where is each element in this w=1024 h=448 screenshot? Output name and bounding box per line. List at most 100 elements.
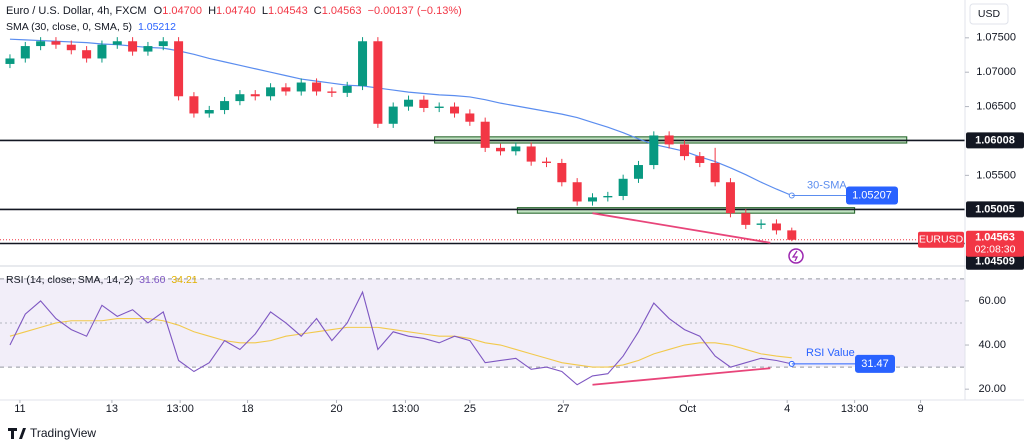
level-label-bg: [966, 201, 1024, 218]
ohlc-value: 1.04543: [268, 5, 308, 17]
plot-area: [0, 37, 965, 386]
ohlc-value: 1.04700: [162, 5, 202, 17]
candle-body: [281, 87, 291, 92]
x-tick-label: 13:00: [841, 403, 869, 415]
candle-body: [572, 182, 582, 202]
footer-text: TradingView: [30, 426, 96, 440]
sma-line: [9, 38, 793, 197]
ohlc-key: L: [262, 5, 268, 17]
y-tick-label: 1.06500: [976, 100, 1016, 112]
x-tick-label: 20: [330, 403, 342, 415]
candle-body: [312, 82, 322, 92]
candle-body: [587, 197, 597, 202]
candle-body: [296, 82, 306, 92]
rsi-name: RSI (14, close, SMA, 14, 2): [6, 274, 133, 286]
ohlc-value: 1.04563: [322, 5, 362, 17]
candle-body: [82, 50, 92, 59]
y-tick-label: 1.07500: [976, 32, 1016, 44]
candle-body: [235, 94, 245, 102]
candle-body: [266, 87, 276, 97]
candle-body: [542, 161, 552, 163]
candle-body: [526, 146, 536, 162]
candle-body: [404, 99, 414, 107]
candle-body: [143, 46, 153, 52]
candle-body: [695, 156, 705, 163]
candle-body: [388, 106, 398, 124]
sma-annotation: 30-SMA: [807, 179, 847, 191]
candle-body: [158, 41, 168, 47]
candle-body: [480, 121, 490, 148]
rsi-legend: RSI (14, close, SMA, 14, 2) 31.60 34.21: [6, 274, 198, 286]
candle-body: [36, 41, 46, 47]
ohlc-key: O: [154, 5, 163, 17]
candle-body: [204, 110, 214, 114]
sma-name: SMA (30, close, 0, SMA, 5): [6, 21, 132, 33]
logo-mark: [8, 428, 26, 439]
candle-body: [710, 162, 720, 183]
symbol-badge-bg: [918, 231, 964, 248]
x-tick-label: 25: [464, 403, 476, 415]
rsi-annotation: RSI Value: [806, 347, 855, 359]
candle-body: [771, 223, 781, 231]
y-tick-label: 60.00: [978, 295, 1006, 307]
trendline: [592, 212, 771, 244]
currency-button[interactable]: [969, 3, 1009, 25]
candle-body: [649, 135, 659, 166]
candle-body: [97, 44, 107, 59]
last-price: 1.04563: [975, 232, 1015, 244]
footer-logo: TradingView: [8, 426, 96, 440]
x-tick-label: 13: [106, 403, 118, 415]
rsi-value: 31.60: [139, 274, 165, 286]
ohlc-key: H: [208, 5, 216, 17]
candle-body: [633, 165, 643, 179]
candle-body: [189, 96, 199, 114]
candle-body: [327, 91, 337, 93]
trendline: [592, 367, 771, 386]
candle-body: [220, 101, 230, 111]
level-label: 1.04509: [975, 256, 1015, 268]
candle-body: [450, 106, 460, 114]
rsi-line: [9, 290, 792, 386]
candle-body: [174, 41, 184, 97]
symbol-badge: EURUSD: [919, 234, 964, 246]
rsi-box-value: 31.47: [861, 358, 889, 370]
candle-body: [496, 147, 506, 152]
x-tick-label: 11: [14, 403, 25, 415]
candle-body: [5, 58, 15, 64]
last-price-bg: [966, 230, 1024, 257]
level-label-bg: [966, 132, 1024, 149]
x-tick-label: 13:00: [166, 403, 194, 415]
candle-body: [756, 223, 766, 225]
rsi-line: [9, 318, 792, 368]
x-tick-label: Oct: [679, 403, 696, 415]
candle-body: [434, 106, 444, 108]
alert-icon[interactable]: [788, 248, 804, 264]
candle-body: [128, 41, 138, 52]
candle-body: [787, 230, 797, 240]
ohlc-key: C: [314, 5, 322, 17]
candle-body: [66, 44, 76, 51]
candle-body: [112, 41, 122, 45]
currency[interactable]: USD: [978, 8, 1001, 20]
level-label-bg: [966, 253, 1024, 270]
candle-body: [419, 99, 429, 108]
x-tick-label: 13:00: [392, 403, 420, 415]
y-tick-label: 1.05500: [976, 169, 1016, 181]
symbol: Euro / U.S. Dollar, 4h, FXCM: [6, 5, 147, 17]
candle-body: [51, 41, 61, 45]
candle-body: [557, 162, 567, 183]
ohlc-value: 1.04740: [216, 5, 256, 17]
x-tick-label: 4: [784, 403, 790, 415]
y-tick-label: 40.00: [978, 339, 1006, 351]
sma-value: 1.05212: [138, 21, 176, 33]
candle-body: [373, 41, 383, 124]
candle-body: [358, 41, 368, 86]
zone: [516, 207, 856, 214]
sma-legend: SMA (30, close, 0, SMA, 5) 1.05212: [6, 21, 176, 33]
candle-body: [741, 213, 751, 225]
alert-bolt: [791, 250, 799, 262]
rsi-sma-value: 34.21: [171, 274, 197, 286]
candle-body: [725, 182, 735, 214]
